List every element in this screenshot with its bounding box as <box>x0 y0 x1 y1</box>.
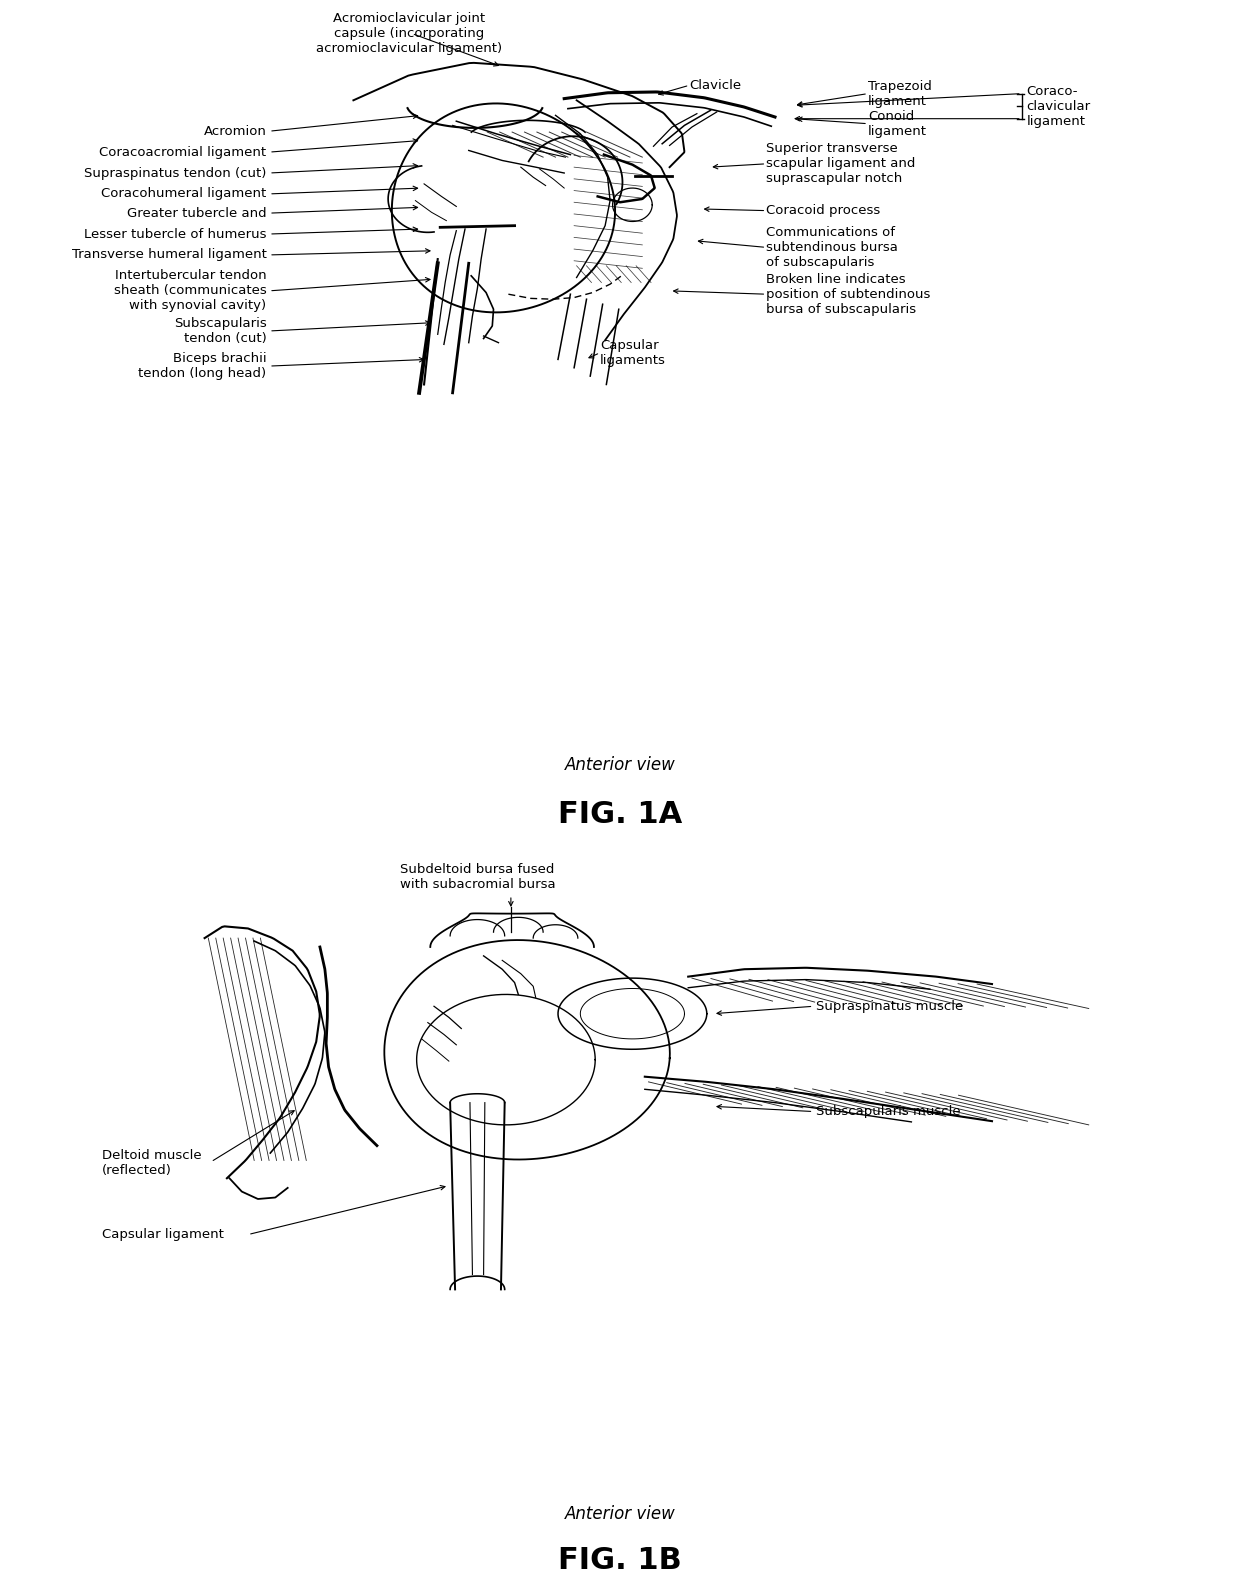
Text: Coraco-
clavicular
ligament: Coraco- clavicular ligament <box>1027 85 1091 128</box>
Text: Superior transverse
scapular ligament and
suprascapular notch: Superior transverse scapular ligament an… <box>766 142 915 186</box>
Text: Deltoid muscle
(reflected): Deltoid muscle (reflected) <box>102 1150 201 1178</box>
Text: Clavicle: Clavicle <box>689 79 742 91</box>
Text: Capsular
ligaments: Capsular ligaments <box>600 339 666 367</box>
Text: Anterior view: Anterior view <box>564 1504 676 1523</box>
Text: FIG. 1A: FIG. 1A <box>558 801 682 830</box>
Text: Transverse humeral ligament: Transverse humeral ligament <box>72 249 267 262</box>
Text: Conoid
ligament: Conoid ligament <box>868 110 928 137</box>
Text: Coracohumeral ligament: Coracohumeral ligament <box>102 188 267 200</box>
Text: Coracoacromial ligament: Coracoacromial ligament <box>99 145 267 159</box>
Text: Lesser tubercle of humerus: Lesser tubercle of humerus <box>84 227 267 241</box>
Text: Intertubercular tendon
sheath (communicates
with synovial cavity): Intertubercular tendon sheath (communica… <box>114 270 267 312</box>
Text: Communications of
subtendinous bursa
of subscapularis: Communications of subtendinous bursa of … <box>766 226 898 270</box>
Text: Coracoid process: Coracoid process <box>766 203 880 218</box>
Text: Anterior view: Anterior view <box>564 755 676 774</box>
Text: Supraspinatus tendon (cut): Supraspinatus tendon (cut) <box>84 167 267 180</box>
Text: Acromion: Acromion <box>203 125 267 137</box>
Text: FIG. 1B: FIG. 1B <box>558 1545 682 1575</box>
Text: Biceps brachii
tendon (long head): Biceps brachii tendon (long head) <box>139 352 267 380</box>
Text: Capsular ligament: Capsular ligament <box>102 1228 223 1241</box>
Text: Supraspinatus muscle: Supraspinatus muscle <box>816 1000 963 1012</box>
Text: Subscapularis
tendon (cut): Subscapularis tendon (cut) <box>174 317 267 345</box>
Text: Broken line indicates
position of subtendinous
bursa of subscapularis: Broken line indicates position of subten… <box>766 273 931 315</box>
Text: Greater tubercle and: Greater tubercle and <box>126 207 267 219</box>
Text: Subscapularis muscle: Subscapularis muscle <box>816 1105 961 1118</box>
Text: Acromioclavicular joint
capsule (incorporating
acromioclavicular ligament): Acromioclavicular joint capsule (incorpo… <box>316 13 502 55</box>
Text: Trapezoid
ligament: Trapezoid ligament <box>868 79 932 107</box>
Text: Subdeltoid bursa fused
with subacromial bursa: Subdeltoid bursa fused with subacromial … <box>399 863 556 891</box>
